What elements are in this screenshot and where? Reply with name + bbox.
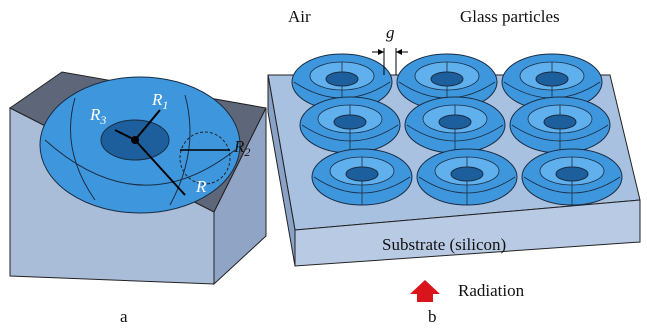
torus-part — [334, 115, 366, 129]
symbol: R — [151, 90, 163, 109]
subscript: 2 — [244, 145, 250, 159]
torus-part — [556, 167, 588, 181]
caption-a: a — [120, 307, 128, 326]
air-label: Air — [288, 7, 311, 26]
gap-label: g — [386, 23, 395, 42]
figure: R3 R1 R2 R a Air g Glass particles Subst… — [0, 0, 647, 329]
substrate-label: Substrate (silicon) — [382, 235, 506, 254]
torus-part — [544, 115, 576, 129]
symbol: R — [233, 137, 245, 156]
torus-part — [326, 72, 358, 86]
torus-part — [431, 72, 463, 86]
torus-part — [439, 115, 471, 129]
radiation-arrow — [410, 280, 440, 302]
subscript: 1 — [162, 98, 168, 112]
subscript: 3 — [99, 113, 106, 127]
torus-part — [451, 167, 483, 181]
torus-part — [346, 167, 378, 181]
torus-part — [536, 72, 568, 86]
torus-a — [40, 77, 240, 213]
particles — [292, 54, 622, 205]
symbol: R — [195, 177, 207, 196]
particles-label: Glass particles — [460, 7, 560, 26]
label-r: R — [195, 177, 207, 196]
radiation-label: Radiation — [458, 281, 525, 300]
caption-b: b — [428, 307, 437, 326]
symbol: R — [89, 105, 101, 124]
